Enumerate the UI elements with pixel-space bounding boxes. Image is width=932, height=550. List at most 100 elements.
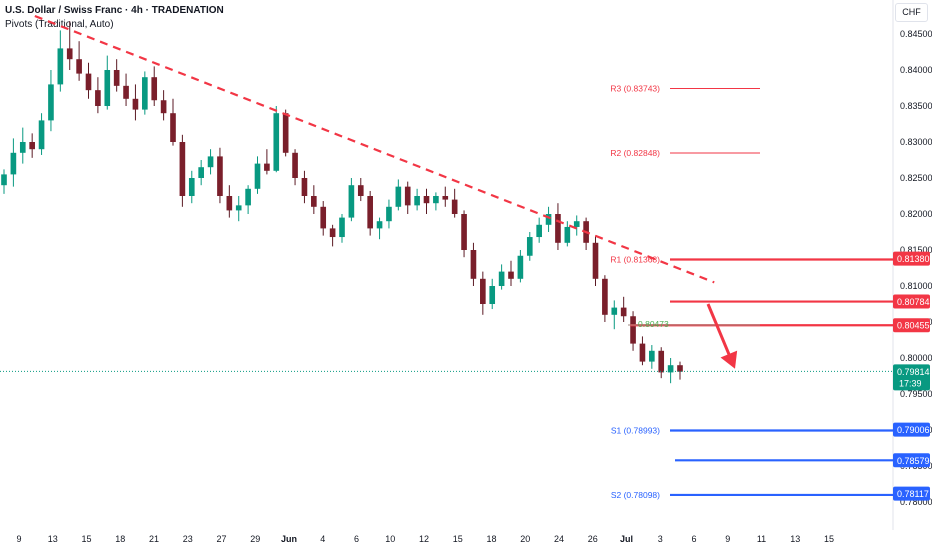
candle [76, 41, 82, 81]
candle [198, 160, 204, 186]
candle [95, 77, 101, 114]
pivot-levels: R3 (0.83743) R2 (0.82848) R1 (0.81368) S1 (… [610, 84, 893, 500]
level-badge [893, 486, 930, 501]
x-tick-label: 21 [149, 534, 159, 544]
level-badge [893, 422, 930, 437]
candle [1, 169, 7, 194]
pivot-label-r2: R2 (0.82848) [610, 148, 660, 158]
candle [573, 215, 580, 236]
candle [423, 188, 430, 214]
candle [433, 192, 439, 211]
trendline [34, 14, 715, 284]
candle [57, 30, 64, 92]
candle [386, 199, 392, 229]
level-lines: 0.81380 0.80784 0.80455 0.79006 0.78579 0.781… [628, 251, 930, 501]
candle [442, 186, 449, 207]
candle [639, 336, 646, 366]
candle [357, 178, 364, 202]
candle [170, 98, 176, 146]
x-tick-label: 23 [183, 534, 193, 544]
time-axis[interactable]: 9 13 15 18 21 23 27 29 Jun 4 6 10 12 15 18 20 24 26 Jul 3 6 9… [16, 534, 834, 544]
y-tick-label: 0.78000 [900, 497, 932, 507]
candle [329, 224, 336, 247]
candle [226, 185, 233, 218]
marker-label: 0.80473 [638, 319, 669, 329]
x-tick-label: 4 [320, 534, 325, 544]
y-tick-label: 0.81500 [900, 245, 932, 255]
candle [264, 149, 270, 175]
x-tick-label: 9 [16, 534, 21, 544]
x-tick-label: 29 [250, 534, 260, 544]
candle [160, 90, 167, 121]
candle [470, 242, 477, 286]
candle [592, 235, 599, 286]
candle [151, 66, 158, 106]
candle [66, 21, 73, 70]
level-badge-label: 0.78579 [897, 456, 930, 466]
x-tick-label: 18 [115, 534, 125, 544]
level-badge [893, 318, 930, 333]
y-tick-label: 0.83000 [900, 137, 932, 147]
x-tick-label: 6 [354, 534, 359, 544]
y-tick-label: 0.82500 [900, 173, 932, 183]
x-tick-label: 24 [554, 534, 564, 544]
indicator-label[interactable]: Pivots (Traditional, Auto) [5, 19, 114, 30]
candle [480, 271, 486, 315]
candle [545, 206, 552, 232]
x-tick-label: 3 [658, 534, 663, 544]
x-tick-label: Jun [281, 534, 297, 544]
x-tick-label: 9 [725, 534, 730, 544]
candle [348, 178, 355, 222]
candle [273, 106, 280, 173]
x-tick-label: 6 [691, 534, 696, 544]
candle [564, 221, 571, 247]
y-tick-label: 0.82000 [900, 209, 932, 219]
candle [536, 217, 542, 243]
y-tick-label: 0.84500 [900, 29, 932, 39]
x-tick-label: 15 [453, 534, 463, 544]
x-tick-label: Jul [620, 534, 633, 544]
candle [48, 70, 54, 132]
level-badge-label: 0.78117 [897, 489, 929, 499]
pivot-label-s1: S1 (0.78993) [611, 426, 660, 436]
level-badge-label: 0.79006 [897, 425, 930, 435]
candle [254, 156, 261, 194]
candle [19, 127, 26, 164]
x-tick-label: 13 [48, 534, 58, 544]
candle [85, 62, 92, 99]
candle [489, 278, 496, 310]
arrow-shaft [706, 303, 732, 358]
x-tick-label: 10 [385, 534, 395, 544]
y-tick-label: 0.81000 [900, 281, 932, 291]
arrow-head [720, 350, 738, 369]
candle [404, 181, 411, 214]
candles [1, 21, 683, 384]
candle [395, 179, 402, 211]
chart-title: U.S. Dollar / Swiss Franc · 4h · TRADENA… [5, 5, 224, 16]
candle [10, 138, 17, 187]
candle [667, 358, 674, 384]
x-tick-label: 27 [216, 534, 226, 544]
candle [620, 296, 627, 322]
x-tick-label: 26 [588, 534, 598, 544]
candle [104, 55, 111, 110]
level-badge-label: 0.80455 [897, 321, 930, 331]
candle [179, 134, 186, 207]
candle [508, 260, 514, 286]
candle [29, 133, 35, 158]
last-price-badge [893, 364, 930, 391]
candle [188, 170, 195, 204]
level-badge-label: 0.81380 [897, 254, 930, 264]
candle [235, 196, 242, 222]
candle [207, 149, 214, 175]
candle [245, 185, 251, 214]
pivot-label-r1: R1 (0.81368) [610, 255, 660, 265]
candle [498, 264, 505, 290]
candle [555, 203, 561, 250]
level-badge [893, 453, 930, 468]
candle [142, 71, 148, 115]
y-tick-label: 0.83500 [900, 101, 932, 111]
currency-label[interactable]: CHF [895, 3, 928, 22]
candle [376, 217, 383, 240]
